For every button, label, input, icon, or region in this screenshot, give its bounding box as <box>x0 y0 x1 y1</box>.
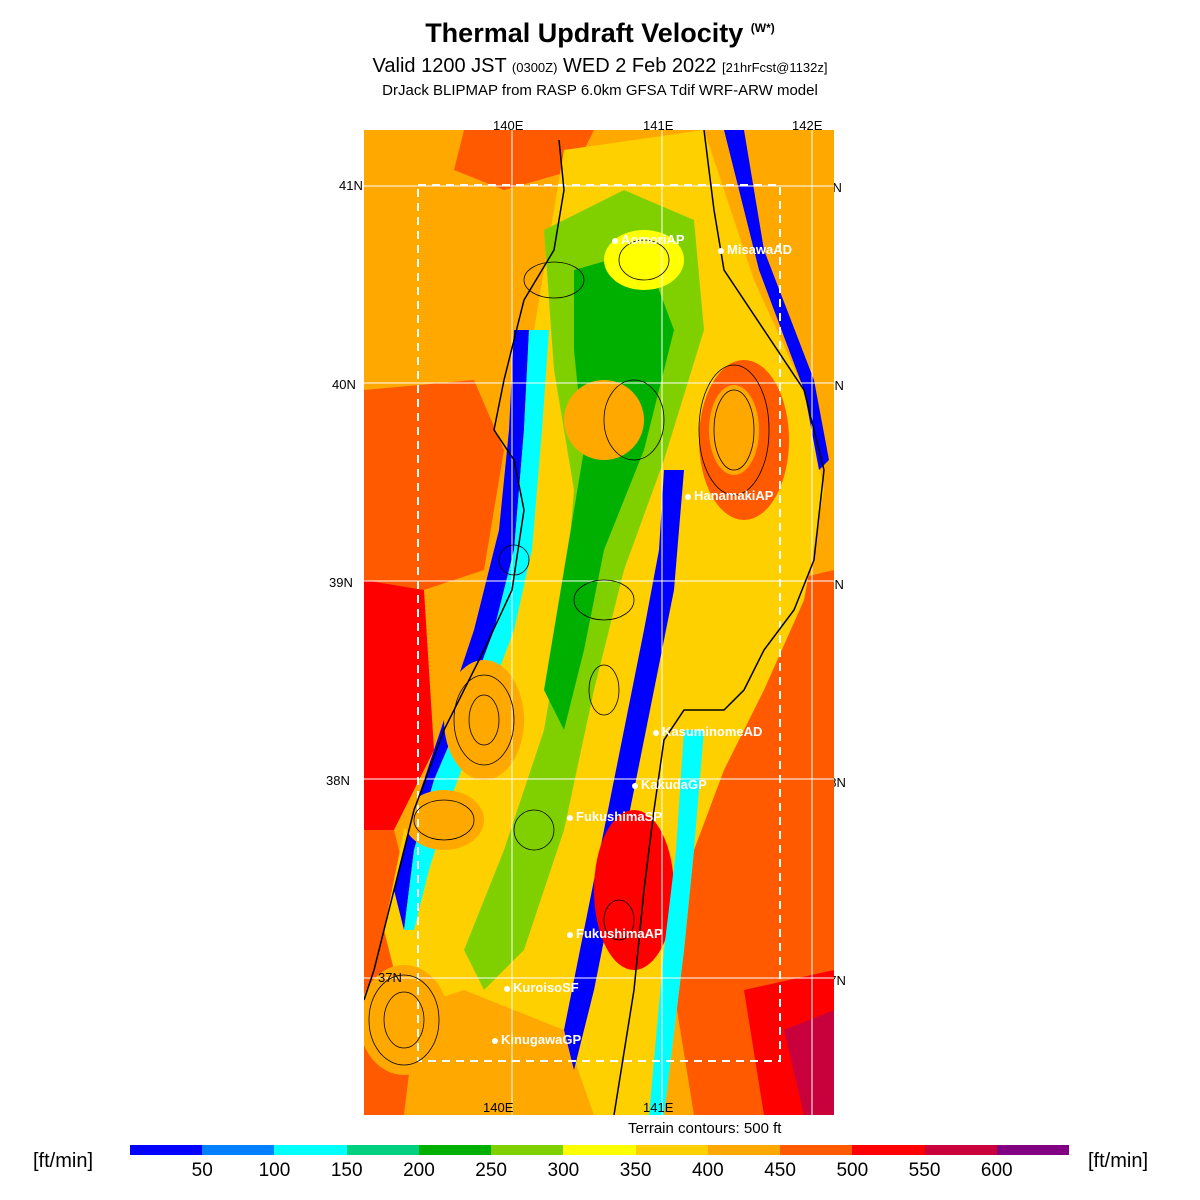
map-panel: AomoriAP MisawaAD HanamakiAP KasuminomeA… <box>364 130 834 1115</box>
west-coast-low <box>394 330 529 930</box>
location-dot-icon <box>504 985 510 992</box>
lat-label-39n-left: 39N <box>329 575 353 590</box>
colorbar-swatch <box>130 1145 203 1155</box>
colorbar-swatch <box>418 1145 492 1155</box>
colorbar-unit-right: [ft/min] <box>1088 1150 1149 1172</box>
colorbar-swatch <box>996 1145 1070 1155</box>
colorbar-tick-label: 500 <box>836 1160 869 1181</box>
location-dot-icon <box>632 782 638 789</box>
colorbar-tick-label: 550 <box>908 1160 941 1181</box>
colorbar-swatch <box>780 1145 853 1155</box>
west-coastline <box>364 139 565 1001</box>
colorbar-swatch <box>202 1145 275 1155</box>
lon-label-140e-bottom: 140E <box>483 1100 514 1115</box>
location-dot-icon <box>653 729 659 736</box>
location-aomori-ap[interactable]: AomoriAP <box>612 232 685 247</box>
colorbar-swatch <box>346 1145 419 1155</box>
west-coast-mid <box>404 330 549 930</box>
high-west-2 <box>404 790 484 850</box>
high-east-1-core <box>709 385 759 475</box>
location-kakuda-gp[interactable]: KakudaGP <box>632 777 707 792</box>
colorbar <box>130 1145 1070 1155</box>
colorbar-tick-label: 100 <box>258 1160 291 1181</box>
location-kasuminome-ad[interactable]: KasuminomeAD <box>653 724 762 739</box>
colorbar-tick-label: 200 <box>403 1160 435 1181</box>
lon-label-141e-top: 141E <box>643 118 674 133</box>
valid-time-line: Valid 1200 JST (0300Z) WED 2 Feb 2022 [2… <box>372 55 828 77</box>
colorbar-tick-label: 300 <box>547 1160 580 1181</box>
east-coast-low <box>724 130 829 470</box>
colorbar-swatch <box>635 1145 708 1155</box>
inner-domain-box <box>417 184 781 1062</box>
location-dot-icon <box>718 247 724 254</box>
lat-label-41n-left: 41N <box>339 178 363 193</box>
colorbar-tick-label: 250 <box>475 1160 507 1181</box>
lat-label-38n-left: 38N <box>326 773 350 788</box>
colorbar-swatch <box>852 1145 925 1155</box>
terrain-contours <box>368 239 770 1066</box>
location-fukushima-ap[interactable]: FukushimaAP <box>567 926 663 941</box>
location-fukushima-sp[interactable]: FukushimaSP <box>567 809 662 824</box>
location-misawa-ad[interactable]: MisawaAD <box>718 242 792 257</box>
model-description: DrJack BLIPMAP from RASP 6.0km GFSA Tdif… <box>382 82 818 99</box>
colorbar-swatch <box>924 1145 997 1155</box>
colorbar-swatch <box>563 1145 636 1155</box>
colorbar-tick-label: 450 <box>764 1160 796 1181</box>
ocean-southeast-dark <box>784 1010 834 1115</box>
location-dot-icon <box>492 1037 498 1044</box>
colorbar-unit-left: [ft/min] <box>33 1150 94 1172</box>
colorbar-swatch <box>491 1145 564 1155</box>
colorbar-tick-label: 150 <box>330 1160 363 1181</box>
high-southwest <box>364 965 449 1075</box>
colorbar-tick-label: 50 <box>191 1160 213 1181</box>
thermal-field-map <box>364 130 834 1115</box>
location-dot-icon <box>567 814 573 821</box>
location-dot-icon <box>685 493 691 500</box>
colorbar-tick-label: 600 <box>980 1160 1013 1181</box>
coast-mid-south <box>649 730 704 1115</box>
map-title: Thermal Updraft Velocity (W*) <box>425 18 775 48</box>
graticule <box>364 130 834 1115</box>
lat-label-37n-inner: 37N <box>378 970 402 985</box>
colorbar-swatch <box>274 1145 347 1155</box>
high-south-red <box>594 810 674 970</box>
central-valley-low <box>564 470 684 1070</box>
sea-patch-west <box>364 380 504 590</box>
sea-patch-west-red <box>364 580 434 830</box>
colorbar-swatch <box>707 1145 781 1155</box>
lat-label-40n-left: 40N <box>332 377 356 392</box>
location-kinugawa-gp[interactable]: KinugawaGP <box>492 1032 581 1047</box>
lon-label-141e-bottom: 141E <box>643 1100 674 1115</box>
location-hanamaki-ap[interactable]: HanamakiAP <box>685 488 773 503</box>
terrain-contour-note: Terrain contours: 500 ft <box>628 1120 782 1137</box>
ridge-dark-green <box>544 250 674 730</box>
colorbar-tick-label: 350 <box>619 1160 652 1181</box>
lon-label-142e-top: 142E <box>792 118 823 133</box>
east-coastline <box>613 130 825 1115</box>
high-north-1 <box>604 230 684 290</box>
lon-label-140e-top: 140E <box>493 118 524 133</box>
colorbar-tick-label: 400 <box>691 1160 724 1181</box>
location-kuroiso-sf[interactable]: KuroisoSF <box>504 980 579 995</box>
location-dot-icon <box>612 237 618 244</box>
location-dot-icon <box>567 931 573 938</box>
